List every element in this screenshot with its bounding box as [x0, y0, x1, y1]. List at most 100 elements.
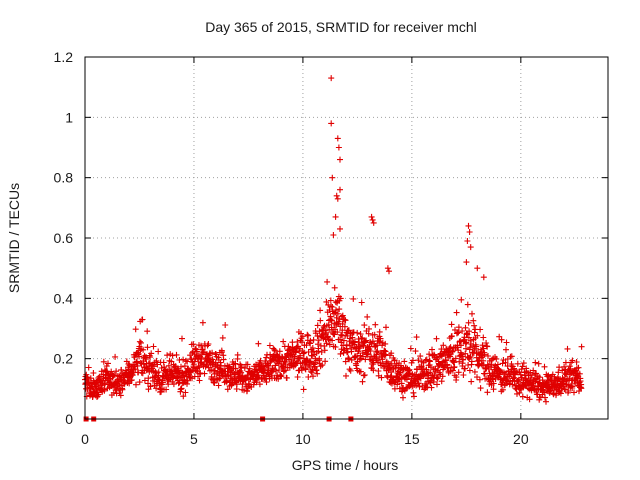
- data-point: [317, 307, 324, 314]
- data-point: [388, 350, 395, 357]
- data-point: [357, 331, 364, 337]
- y-tick-label: 0: [65, 411, 73, 427]
- data-point: [465, 334, 472, 341]
- data-point: [182, 389, 189, 396]
- data-point: [329, 337, 336, 344]
- data-point: [510, 374, 517, 381]
- data-point: [452, 326, 458, 333]
- data-point: [356, 345, 363, 352]
- data-point: [331, 284, 338, 291]
- data-point: [386, 268, 392, 275]
- data-point: [338, 331, 344, 338]
- data-point: [164, 352, 171, 359]
- x-tick-label: 10: [295, 431, 311, 447]
- data-point: [370, 219, 377, 226]
- data-point: [118, 366, 125, 373]
- y-tick-label: 0.8: [54, 170, 74, 186]
- data-point: [150, 377, 156, 384]
- data-point: [470, 342, 477, 349]
- data-point: [291, 353, 298, 360]
- data-point: [468, 378, 475, 385]
- data-point: [411, 393, 417, 400]
- data-point: [90, 370, 97, 376]
- data-point: [197, 370, 204, 376]
- data-point: [517, 371, 524, 378]
- data-point: [417, 353, 424, 360]
- data-point: [433, 354, 440, 361]
- data-point: [173, 351, 180, 358]
- data-point: [488, 356, 495, 363]
- data-point: [561, 363, 568, 370]
- y-tick-label: 0.4: [54, 290, 74, 306]
- data-point: [377, 359, 384, 366]
- data-point: [241, 387, 247, 394]
- data-point: [335, 144, 342, 151]
- data-point: [255, 362, 262, 369]
- data-point: [136, 353, 143, 360]
- data-point: [101, 387, 108, 394]
- data-point: [255, 340, 262, 347]
- data-point: [466, 328, 473, 335]
- data-point: [339, 327, 346, 334]
- data-point: [229, 380, 236, 387]
- data-point: [337, 225, 343, 232]
- data-point: [541, 363, 548, 370]
- data-point: [278, 373, 285, 380]
- data-point: [334, 135, 341, 142]
- data-point: [103, 363, 110, 370]
- data-point: [150, 343, 157, 350]
- data-point: [474, 265, 481, 272]
- data-point: [272, 367, 279, 374]
- data-point: [209, 356, 216, 363]
- data-point: [382, 351, 389, 358]
- data-point: [536, 374, 543, 381]
- data-point: [116, 373, 123, 380]
- data-point: [310, 373, 316, 380]
- data-point: [151, 363, 157, 370]
- data-point: [305, 374, 312, 380]
- data-point: [334, 329, 341, 336]
- data-point: [480, 345, 487, 352]
- data-point: [328, 75, 335, 82]
- data-point: [193, 348, 200, 355]
- data-point: [328, 324, 335, 331]
- data-point: [354, 329, 361, 336]
- data-point: [107, 376, 114, 383]
- data-point: [458, 353, 465, 360]
- data-point: [386, 364, 393, 371]
- data-point: [244, 387, 251, 394]
- data-point: [565, 388, 572, 394]
- data-point: [372, 321, 379, 328]
- data-point: [323, 340, 330, 347]
- data-point: [226, 363, 233, 370]
- data-point: [163, 386, 170, 393]
- data-point: [350, 329, 357, 336]
- data-point: [526, 396, 533, 403]
- data-point: [481, 351, 488, 358]
- data-point: [469, 310, 475, 317]
- data-point: [359, 334, 366, 341]
- data-point: [464, 331, 471, 338]
- data-point: [498, 336, 505, 343]
- data-point: [530, 367, 537, 374]
- data-point: [535, 360, 542, 367]
- data-point: [308, 369, 315, 376]
- data-point: [85, 364, 92, 371]
- data-point: [327, 297, 334, 304]
- data-point: [468, 358, 475, 365]
- data-point: [136, 379, 143, 386]
- data-point: [265, 362, 272, 369]
- data-point: [182, 357, 189, 364]
- data-point: [298, 367, 305, 374]
- data-point: [237, 361, 244, 368]
- data-point: [155, 348, 162, 355]
- data-point: [324, 278, 331, 285]
- data-point: [466, 229, 473, 235]
- data-point: [184, 377, 191, 384]
- data-point: [562, 386, 569, 393]
- data-point: [322, 358, 329, 365]
- data-point: [315, 337, 322, 344]
- data-point: [410, 389, 417, 396]
- data-point: [384, 265, 391, 272]
